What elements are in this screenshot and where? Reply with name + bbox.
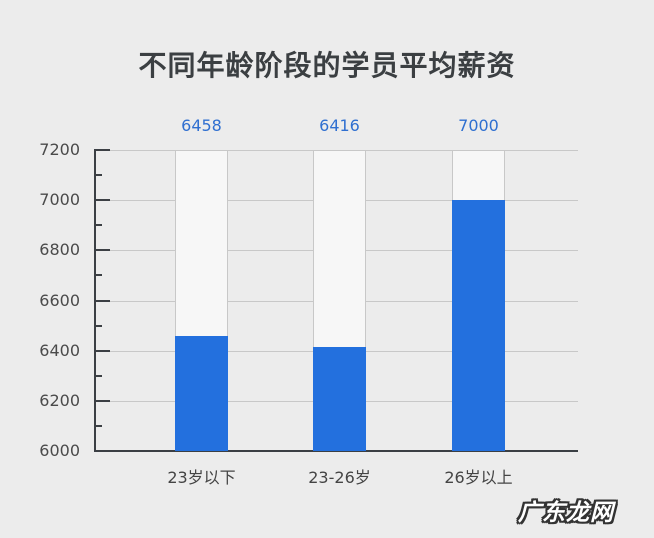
y-major-tick: [94, 300, 110, 302]
y-major-tick: [94, 149, 110, 151]
bar: [313, 347, 366, 451]
bar-value-label: 6416: [319, 116, 360, 135]
y-minor-tick: [94, 325, 102, 327]
y-minor-tick: [94, 425, 102, 427]
x-category-label: 23-26岁: [308, 468, 371, 487]
bar: [175, 336, 228, 451]
bar-value-label: 7000: [458, 116, 499, 135]
y-tick-label: 6600: [39, 291, 80, 310]
watermark: 广东龙网: [518, 500, 614, 526]
x-axis: [94, 450, 578, 452]
y-minor-tick: [94, 174, 102, 176]
x-category-label: 26岁以上: [444, 468, 513, 487]
y-tick-label: 6800: [39, 240, 80, 259]
bar: [452, 200, 505, 451]
y-minor-tick: [94, 274, 102, 276]
y-minor-tick: [94, 224, 102, 226]
y-tick-label: 6200: [39, 391, 80, 410]
chart-title: 不同年龄阶段的学员平均薪资: [138, 49, 516, 82]
y-tick-label: 7200: [39, 140, 80, 159]
y-tick-label: 6400: [39, 341, 80, 360]
y-tick-label: 6000: [39, 441, 80, 460]
y-minor-tick: [94, 375, 102, 377]
y-major-tick: [94, 350, 110, 352]
x-category-label: 23岁以下: [167, 468, 236, 487]
bar-value-label: 6458: [181, 116, 222, 135]
y-major-tick: [94, 249, 110, 251]
y-major-tick: [94, 199, 110, 201]
y-tick-label: 7000: [39, 190, 80, 209]
y-major-tick: [94, 450, 110, 452]
y-major-tick: [94, 400, 110, 402]
